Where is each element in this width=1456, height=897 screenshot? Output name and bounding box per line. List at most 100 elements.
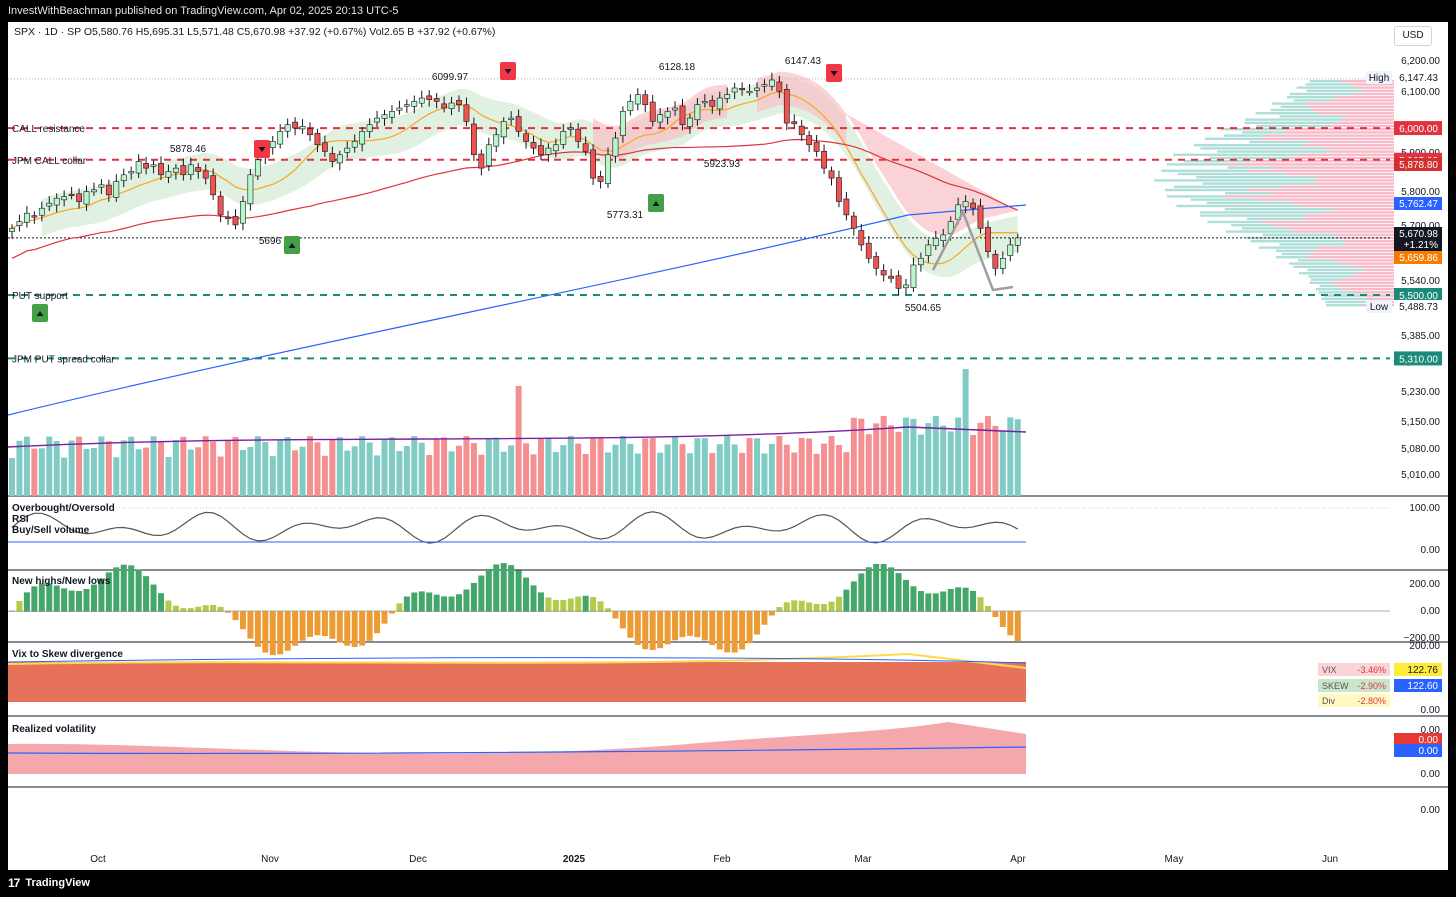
nhnl-bar (798, 600, 805, 612)
volume-bar (627, 443, 634, 496)
candle-body (38, 207, 45, 216)
nhnl-bar (1014, 611, 1021, 641)
volume-bar (500, 451, 507, 496)
currency-button[interactable]: USD (1394, 26, 1432, 46)
candle-body (746, 91, 753, 94)
nhnl-bar (776, 607, 783, 612)
indicator-tick: 0.00 (1421, 725, 1441, 736)
candle-body (575, 128, 582, 142)
price-tag-label: High (1369, 73, 1390, 84)
indicator-tick: 0.00 (1421, 705, 1441, 716)
level-tag (1394, 288, 1442, 302)
candle-body (545, 147, 552, 155)
nhnl-bar (16, 600, 23, 612)
volume-bar (739, 452, 746, 496)
candle-body (463, 104, 470, 122)
nhnl-bar (545, 597, 552, 612)
price-tick: 5,700.00 (1401, 221, 1440, 232)
price-tag-label-bg (1366, 300, 1392, 313)
volume-bar (605, 452, 611, 496)
nhnl-bar (448, 596, 455, 612)
volume-bar (463, 436, 470, 496)
candle-body (828, 170, 835, 179)
candle-body (158, 163, 164, 176)
candle-body (9, 227, 15, 232)
nhnl-bar (150, 584, 157, 612)
pane-label: RSI (12, 514, 29, 525)
volume-bar (545, 437, 552, 496)
candle-body (321, 142, 328, 152)
volume-bar (582, 453, 589, 496)
volume-bar (150, 436, 157, 496)
volume-bar (768, 443, 775, 496)
indicator-tick: 0.00 (1421, 769, 1441, 780)
candle-body (850, 215, 857, 229)
nhnl-bar (873, 563, 880, 612)
candle-body (917, 257, 924, 266)
price-annotation: 5923.93 (704, 159, 741, 170)
candle-body (754, 87, 760, 91)
chart-panel[interactable]: 6,200.006,100.006,000.005,900.005,800.00… (8, 22, 1448, 870)
volume-bar (731, 444, 738, 496)
volume-bar (679, 444, 686, 496)
volume-bar (307, 436, 313, 496)
realized-vol-area (8, 722, 1026, 774)
volume-profile (1154, 80, 1394, 307)
volume-bar (113, 457, 120, 496)
nhnl-bar (470, 582, 477, 612)
nhnl-bar (493, 564, 500, 612)
price-annotation: 6099.97 (432, 72, 469, 83)
volume-bar (210, 441, 217, 496)
candle-body (98, 184, 105, 188)
price-tick: 5,010.00 (1401, 470, 1440, 481)
candle-body (910, 264, 917, 288)
volume-bar (813, 453, 820, 496)
candle-body (985, 227, 991, 252)
nhnl-bar (277, 611, 284, 655)
volume-bar (314, 442, 321, 496)
candle-body (76, 193, 82, 202)
nhnl-bar (880, 564, 887, 612)
candle-body (798, 125, 805, 136)
candle-body (247, 174, 254, 205)
volume-bar (158, 441, 164, 496)
vix-value-tag (1394, 679, 1442, 692)
level-label: JPM CALL collar (12, 156, 87, 167)
candle-body (895, 275, 902, 289)
candle-body (31, 215, 38, 218)
nhnl-bar (940, 591, 947, 612)
volume-ma-line (8, 426, 1027, 448)
volume-bar (970, 434, 977, 496)
nhnl-bar (984, 605, 991, 612)
nhnl-bar (925, 593, 932, 612)
vix-legend-name: Div (1322, 696, 1335, 706)
signal-arrow-icon (36, 311, 44, 316)
volume-bar (850, 417, 857, 496)
candle-body (366, 124, 373, 132)
volume-bar (575, 443, 582, 496)
chart-svg[interactable]: 6,200.006,100.006,000.005,900.005,800.00… (8, 22, 1448, 870)
nhnl-bar (634, 611, 641, 645)
nhnl-bar (865, 567, 872, 612)
volume-bar (917, 434, 924, 496)
volume-bar (90, 447, 97, 496)
volume-bar (508, 445, 515, 496)
price-tag-text: 5,670.98 (1399, 229, 1438, 240)
volume-bar (299, 446, 306, 496)
volume-bar (806, 438, 813, 496)
vix-legend-row (1318, 663, 1390, 676)
volume-bar (932, 416, 939, 496)
volume-bar (865, 434, 872, 496)
nhnl-bar (806, 602, 813, 612)
nhnl-bar (98, 578, 105, 612)
signal-arrow-icon (830, 71, 838, 76)
volume-bar (321, 455, 328, 496)
candle-body (61, 196, 68, 201)
volume-bar (895, 431, 902, 496)
nhnl-bar (165, 600, 172, 612)
volume-bar (120, 440, 127, 496)
nhnl-bar (403, 596, 410, 612)
volume-bar (16, 440, 23, 496)
candle-body (716, 97, 723, 110)
price-tag-text: 5,762.47 (1399, 199, 1438, 210)
